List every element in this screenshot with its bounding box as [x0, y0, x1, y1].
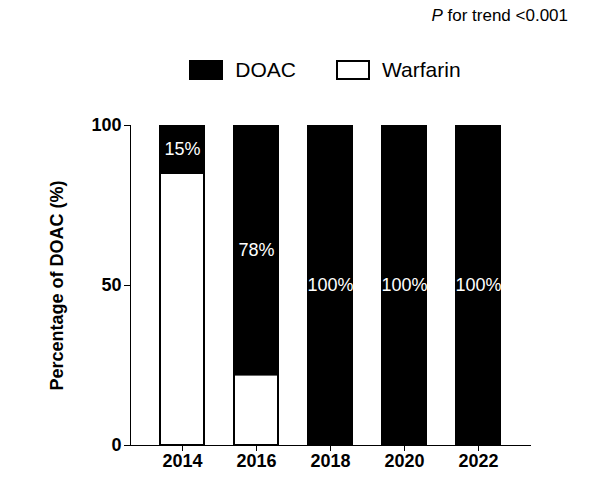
svg-text:2014: 2014 [162, 451, 202, 471]
html-text:P for trend <0.001: P for trend <0.001 [431, 6, 568, 25]
svg-text:50: 50 [101, 275, 121, 295]
html-text:Warfarin: Warfarin [382, 58, 461, 81]
svg-text:100%: 100% [381, 275, 427, 295]
svg-text:100: 100 [91, 115, 121, 135]
svg-text:Percentage of DOAC (%): Percentage of DOAC (%) [47, 180, 67, 390]
svg-text:100%: 100% [307, 275, 353, 295]
svg-text:2018: 2018 [310, 451, 350, 471]
svg-text:2016: 2016 [236, 451, 276, 471]
svg-text:78%: 78% [238, 240, 274, 260]
html-text:DOAC: DOAC [235, 58, 296, 81]
svg-text:2020: 2020 [384, 451, 424, 471]
svg-text:15%: 15% [164, 139, 200, 159]
svg-text:2022: 2022 [458, 451, 498, 471]
svg-text:100%: 100% [455, 275, 501, 295]
svg-text:0: 0 [111, 435, 121, 455]
